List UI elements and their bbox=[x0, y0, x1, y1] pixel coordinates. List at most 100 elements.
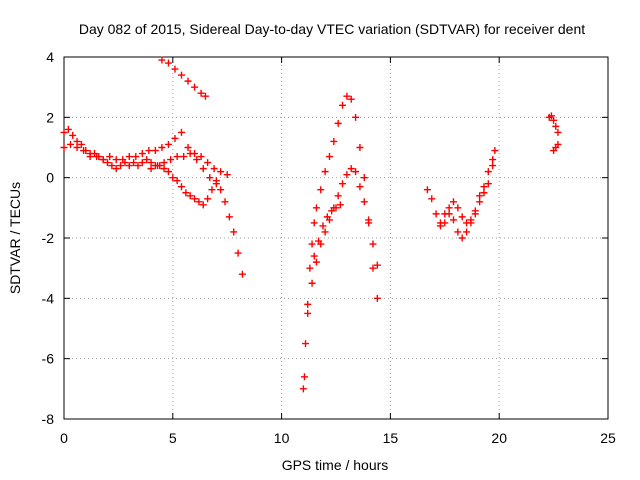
data-point bbox=[125, 153, 133, 161]
data-point bbox=[352, 113, 360, 121]
data-point bbox=[423, 186, 431, 194]
x-tick-label: 5 bbox=[169, 430, 177, 446]
data-point bbox=[321, 168, 329, 176]
data-point bbox=[304, 300, 312, 308]
data-point bbox=[191, 83, 199, 91]
data-point bbox=[104, 159, 112, 167]
x-tick-label: 15 bbox=[383, 430, 399, 446]
data-point bbox=[463, 219, 471, 227]
data-point bbox=[373, 294, 381, 302]
data-point bbox=[169, 174, 177, 182]
data-point bbox=[312, 204, 320, 212]
data-point bbox=[143, 156, 151, 164]
data-point bbox=[184, 144, 192, 151]
data-point bbox=[360, 174, 368, 182]
data-point bbox=[154, 162, 162, 170]
data-point bbox=[73, 137, 81, 145]
data-point bbox=[167, 156, 175, 164]
data-point bbox=[347, 95, 355, 103]
data-point bbox=[306, 264, 314, 272]
data-point bbox=[212, 180, 220, 188]
data-point bbox=[130, 159, 138, 167]
data-point bbox=[352, 168, 360, 176]
data-point bbox=[369, 240, 377, 248]
y-tick-label: -2 bbox=[42, 230, 55, 246]
data-point bbox=[238, 270, 246, 278]
data-point bbox=[77, 140, 85, 148]
y-tick-label: -8 bbox=[42, 411, 55, 427]
y-tick-label: 4 bbox=[46, 49, 54, 65]
data-point bbox=[323, 213, 331, 221]
data-point bbox=[69, 131, 77, 139]
data-point bbox=[86, 150, 94, 158]
data-point bbox=[554, 128, 562, 136]
data-point bbox=[138, 159, 146, 167]
data-point bbox=[158, 144, 166, 151]
data-point bbox=[308, 240, 316, 248]
data-point bbox=[93, 153, 101, 161]
data-point bbox=[204, 195, 212, 203]
data-point bbox=[554, 140, 562, 148]
axis-ticks: 0 5 10 15 20 25 -8 -6 -4 -2 0 2 4 bbox=[42, 49, 616, 446]
data-point bbox=[180, 153, 188, 161]
data-point bbox=[60, 144, 68, 151]
series-track-j bbox=[545, 112, 562, 136]
data-point bbox=[138, 150, 146, 158]
data-point bbox=[208, 186, 216, 194]
data-point bbox=[445, 204, 453, 212]
data-point bbox=[330, 137, 338, 145]
data-point bbox=[73, 144, 81, 151]
data-point bbox=[186, 150, 194, 158]
data-point bbox=[308, 279, 316, 287]
data-point bbox=[339, 180, 347, 188]
data-point bbox=[64, 125, 72, 133]
data-point bbox=[164, 59, 172, 67]
data-point bbox=[178, 71, 186, 79]
data-point bbox=[125, 162, 133, 170]
data-point bbox=[332, 204, 340, 212]
y-tick-label: -4 bbox=[42, 290, 55, 306]
x-tick-label: 25 bbox=[600, 430, 616, 446]
data-point bbox=[369, 264, 377, 272]
data-point bbox=[458, 213, 466, 221]
data-point bbox=[199, 165, 207, 173]
data-point bbox=[321, 228, 329, 236]
data-point bbox=[193, 156, 201, 164]
data-point bbox=[428, 195, 436, 203]
data-point bbox=[117, 162, 125, 170]
series-track-g bbox=[310, 201, 344, 260]
data-point bbox=[471, 207, 479, 215]
series-track-c bbox=[147, 150, 220, 188]
data-point bbox=[147, 165, 155, 173]
data-point bbox=[365, 216, 373, 224]
data-point bbox=[299, 385, 307, 393]
data-point bbox=[112, 156, 120, 164]
data-point bbox=[476, 192, 484, 200]
data-point bbox=[195, 198, 203, 206]
data-point bbox=[171, 134, 179, 142]
data-point bbox=[67, 140, 75, 148]
data-point bbox=[223, 171, 231, 179]
data-point bbox=[343, 92, 351, 100]
data-point bbox=[356, 144, 364, 151]
data-point bbox=[484, 168, 492, 176]
data-point bbox=[60, 128, 68, 136]
data-point bbox=[225, 213, 233, 221]
data-point bbox=[312, 258, 320, 266]
series-track-d bbox=[158, 56, 209, 100]
data-point bbox=[463, 228, 471, 236]
data-point bbox=[373, 261, 381, 269]
data-point bbox=[489, 162, 497, 170]
data-point bbox=[197, 89, 205, 97]
data-point bbox=[108, 162, 116, 170]
data-point bbox=[151, 147, 159, 155]
data-point bbox=[119, 156, 127, 164]
y-tick-label: -6 bbox=[42, 351, 55, 367]
data-point bbox=[319, 222, 327, 230]
data-point bbox=[160, 159, 168, 167]
data-point bbox=[334, 192, 342, 200]
data-point bbox=[300, 373, 308, 381]
data-point bbox=[221, 198, 229, 206]
x-tick-label: 10 bbox=[274, 430, 290, 446]
x-axis-label: GPS time / hours bbox=[282, 457, 389, 473]
